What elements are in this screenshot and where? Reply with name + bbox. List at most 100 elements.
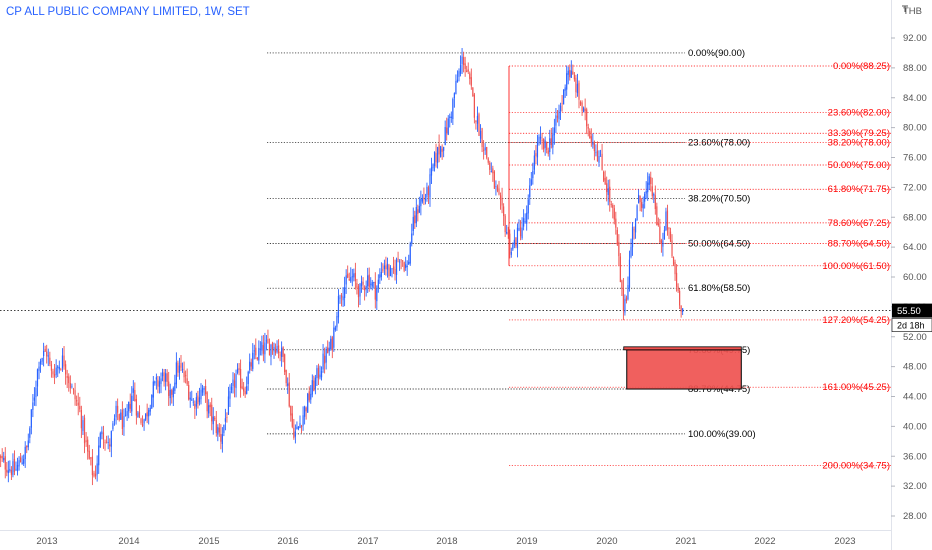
candle-body xyxy=(535,153,537,157)
candle-body xyxy=(484,147,486,151)
candle-body xyxy=(71,386,73,388)
candle-body xyxy=(527,199,529,214)
candle-body xyxy=(328,347,330,352)
candle-body xyxy=(4,456,6,470)
candle-body xyxy=(344,287,346,299)
candle-body xyxy=(274,348,277,353)
candle-body xyxy=(279,354,281,356)
candle-body xyxy=(587,127,589,129)
candle-body xyxy=(609,186,611,202)
candle-body xyxy=(102,432,105,440)
candle-body xyxy=(589,130,591,139)
bar-countdown: 2d 18h xyxy=(897,321,925,331)
y-tick-label: 84.00 xyxy=(903,93,927,104)
candle-body xyxy=(244,391,246,395)
candle-body xyxy=(109,444,111,447)
fib-label-left: 61.80%(58.50) xyxy=(688,283,750,294)
candle-body xyxy=(55,367,57,375)
candle-body xyxy=(403,262,405,271)
candle-body xyxy=(475,120,477,122)
candle-body xyxy=(85,440,87,443)
candle-body xyxy=(120,412,122,420)
candle-body xyxy=(148,410,150,417)
target-zone-box[interactable] xyxy=(626,349,742,390)
candle-body xyxy=(104,442,106,443)
candle-body xyxy=(455,81,457,95)
candle-body xyxy=(154,381,156,384)
candle-body xyxy=(593,141,595,152)
candle-body xyxy=(290,405,292,416)
candle-body xyxy=(345,275,347,285)
fib-label-right: 161.00%(45.25) xyxy=(822,382,890,393)
candle-body xyxy=(21,462,23,465)
candle-body xyxy=(79,406,81,410)
candle-body xyxy=(145,413,147,420)
candle-body xyxy=(483,149,485,151)
candle-body xyxy=(644,193,646,202)
candle-body xyxy=(305,407,307,412)
candle-body xyxy=(171,390,173,395)
candle-body xyxy=(90,457,92,459)
x-tick-label: 2023 xyxy=(834,536,855,547)
candle-body xyxy=(83,417,86,444)
candle-body xyxy=(291,413,293,427)
candle-body xyxy=(155,377,157,380)
candle-body xyxy=(0,456,2,458)
candle-body xyxy=(1,455,3,459)
candle-body xyxy=(198,397,201,403)
candle-body xyxy=(447,118,449,135)
candle-body xyxy=(566,73,568,90)
candle-body xyxy=(277,345,280,354)
candle-body xyxy=(223,424,225,433)
candle-body xyxy=(41,357,43,362)
candle-body xyxy=(549,138,551,153)
price-axis[interactable] xyxy=(891,0,932,550)
candle-body xyxy=(93,472,95,477)
currency-icon xyxy=(902,5,908,12)
candle-body xyxy=(24,446,26,460)
candle-body xyxy=(58,366,60,370)
candle-body xyxy=(666,210,669,230)
candle-body xyxy=(507,232,509,235)
candle-body xyxy=(493,171,495,189)
candle-body xyxy=(459,65,462,74)
candle-body xyxy=(463,57,465,65)
candle-body xyxy=(426,186,428,198)
candle-body xyxy=(653,194,655,196)
candle-body xyxy=(546,141,548,151)
candle-body xyxy=(391,268,393,270)
fib-label-right: 38.20%(78.00) xyxy=(828,138,890,149)
candle-body xyxy=(657,223,659,226)
candle-body xyxy=(232,379,234,386)
candle-body xyxy=(438,144,440,155)
candle-body xyxy=(621,280,623,289)
candle-body xyxy=(368,274,370,288)
candle-body xyxy=(603,171,605,181)
candle-body xyxy=(631,227,634,248)
candle-body xyxy=(175,362,177,385)
candle-body xyxy=(158,381,161,387)
candle-body xyxy=(636,205,638,221)
candle-body xyxy=(645,190,647,194)
candle-body xyxy=(524,220,526,222)
time-axis[interactable] xyxy=(0,530,891,550)
candle-body xyxy=(172,387,174,398)
fib-label-left: 38.20%(70.50) xyxy=(688,194,750,205)
candle-body xyxy=(625,297,628,301)
candle-body xyxy=(550,138,552,145)
candle-body xyxy=(526,212,528,224)
candle-body xyxy=(151,395,153,409)
candle-body xyxy=(586,109,588,127)
candle-body xyxy=(350,277,352,282)
candle-body xyxy=(152,381,154,398)
candle-body xyxy=(576,83,579,94)
candle-body xyxy=(330,338,332,350)
candle-body xyxy=(347,273,349,278)
candle-body xyxy=(57,366,59,368)
candle-body xyxy=(607,188,609,195)
candle-body xyxy=(679,290,681,306)
candle-body xyxy=(149,408,151,412)
candle-body xyxy=(443,146,445,151)
candle-body xyxy=(121,409,123,429)
